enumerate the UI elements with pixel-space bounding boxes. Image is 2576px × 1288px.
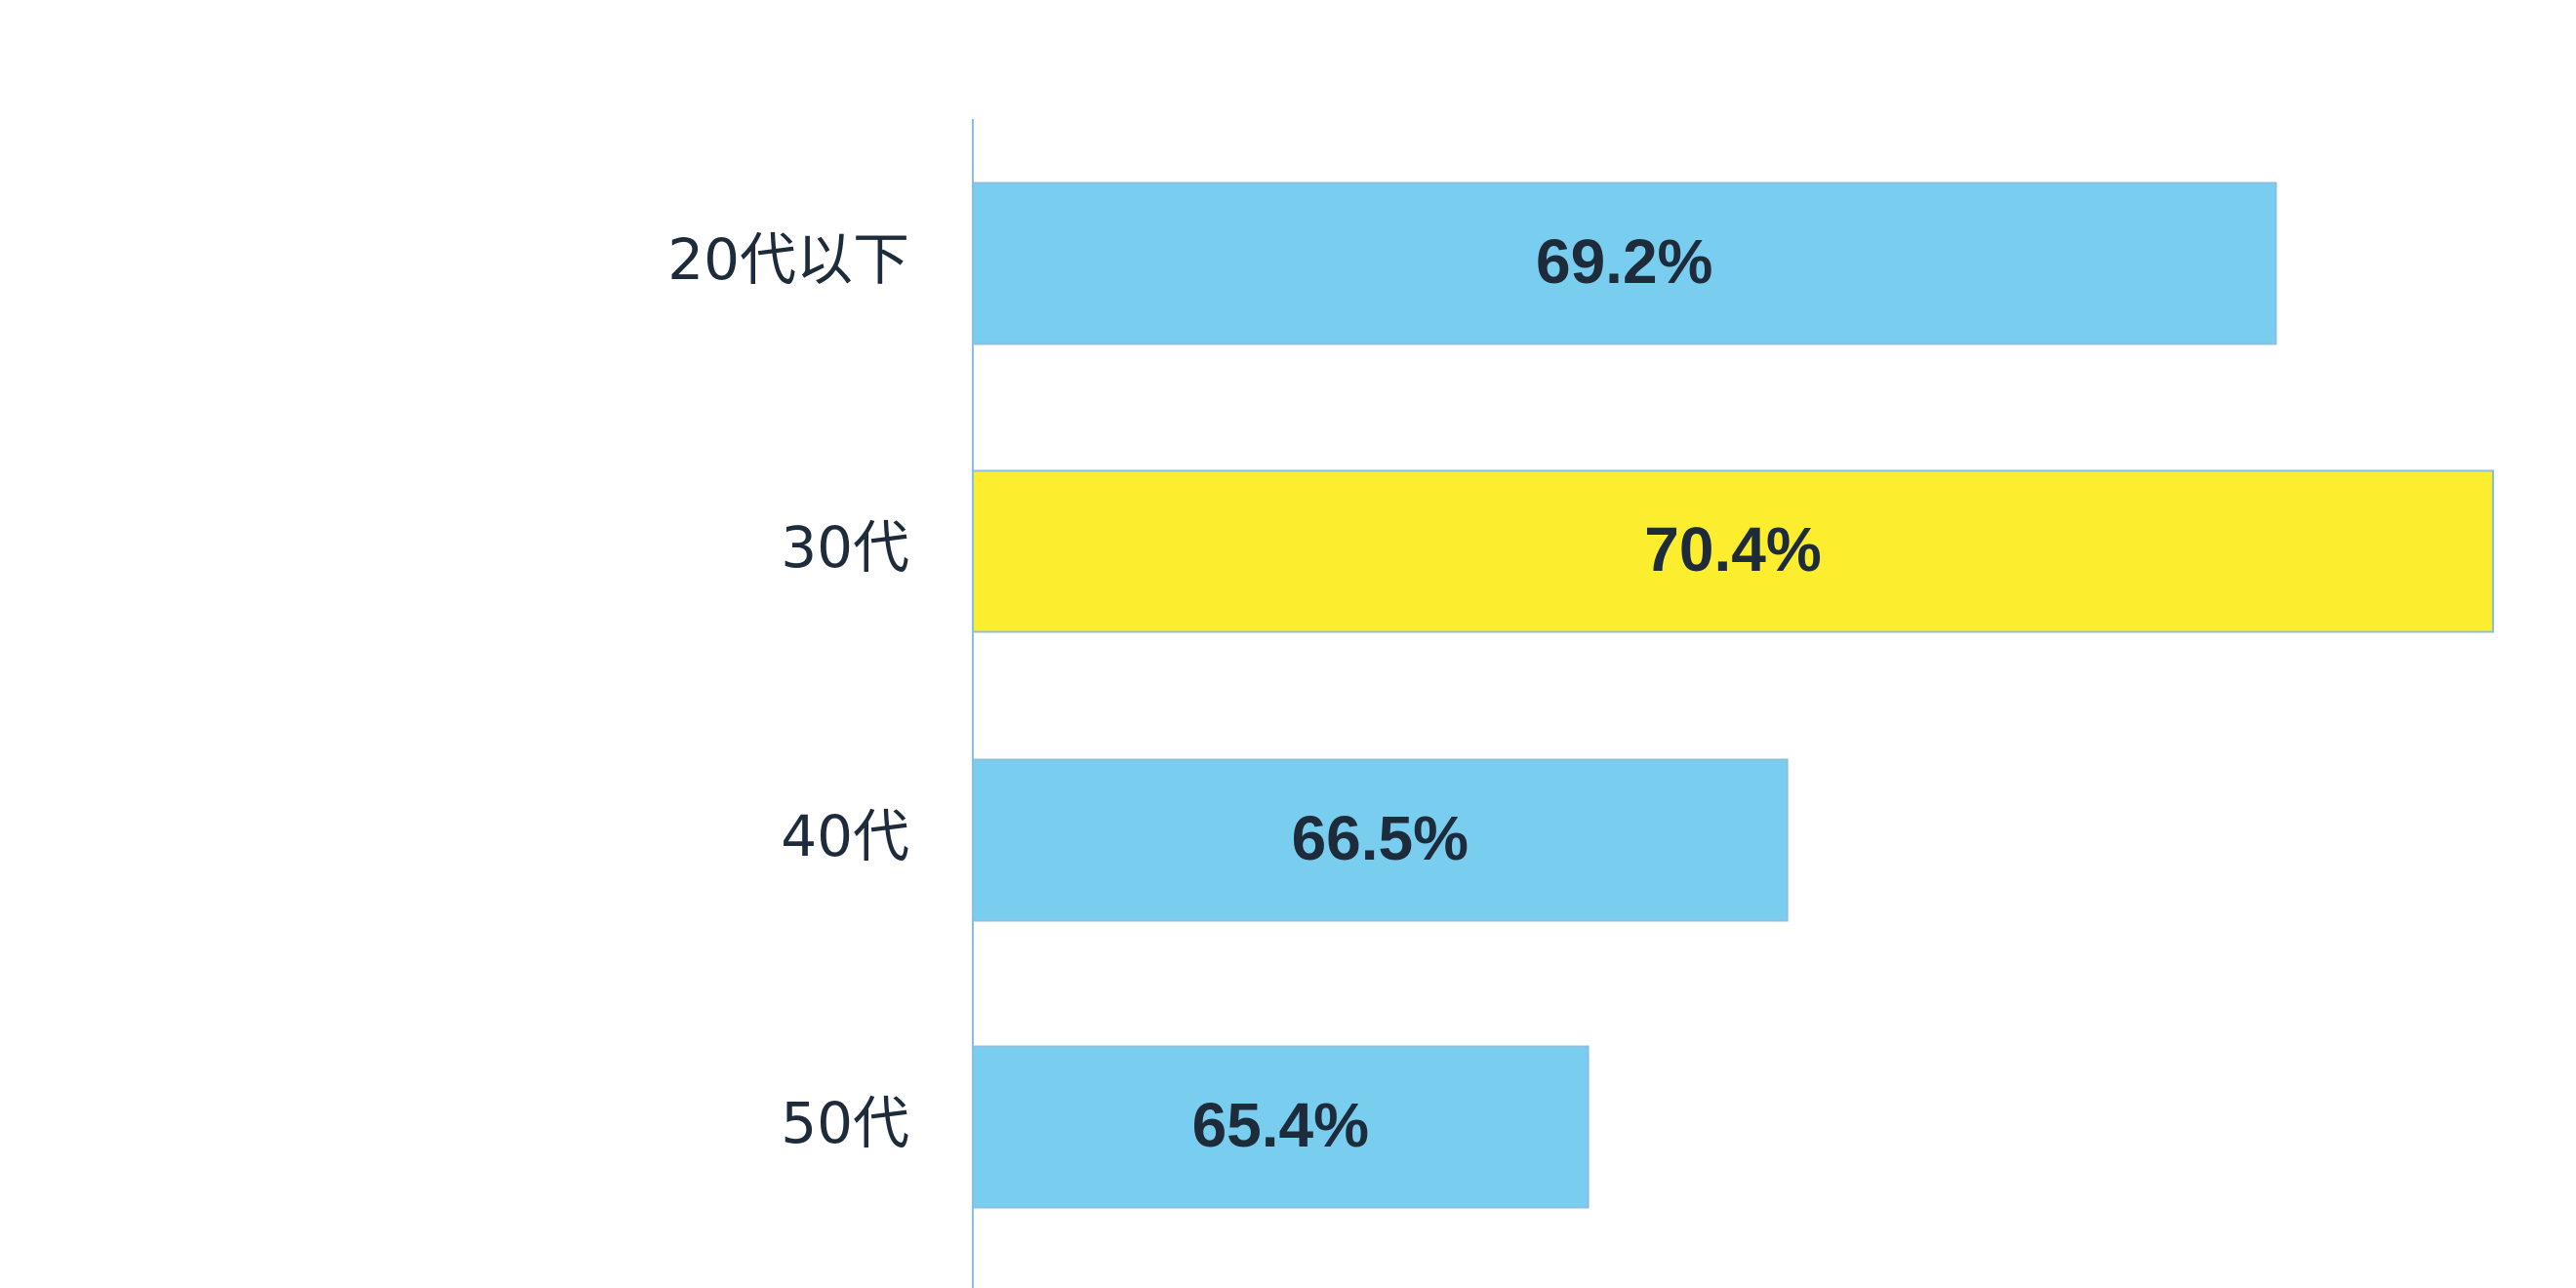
y-tick-label: 40代 (781, 803, 909, 869)
value-label: 69.2% (1536, 226, 1712, 297)
bar (972, 758, 1789, 922)
y-tick-label: 30代 (781, 514, 909, 581)
value-label: 65.4% (1192, 1090, 1369, 1160)
bar (972, 1045, 1590, 1209)
bar (972, 181, 2277, 345)
y-tick-label: 50代 (781, 1090, 909, 1156)
value-label: 70.4% (1644, 514, 1821, 584)
y-tick-label: 20代以下 (667, 226, 909, 293)
value-label: 66.5% (1292, 803, 1469, 873)
bar (972, 469, 2494, 633)
